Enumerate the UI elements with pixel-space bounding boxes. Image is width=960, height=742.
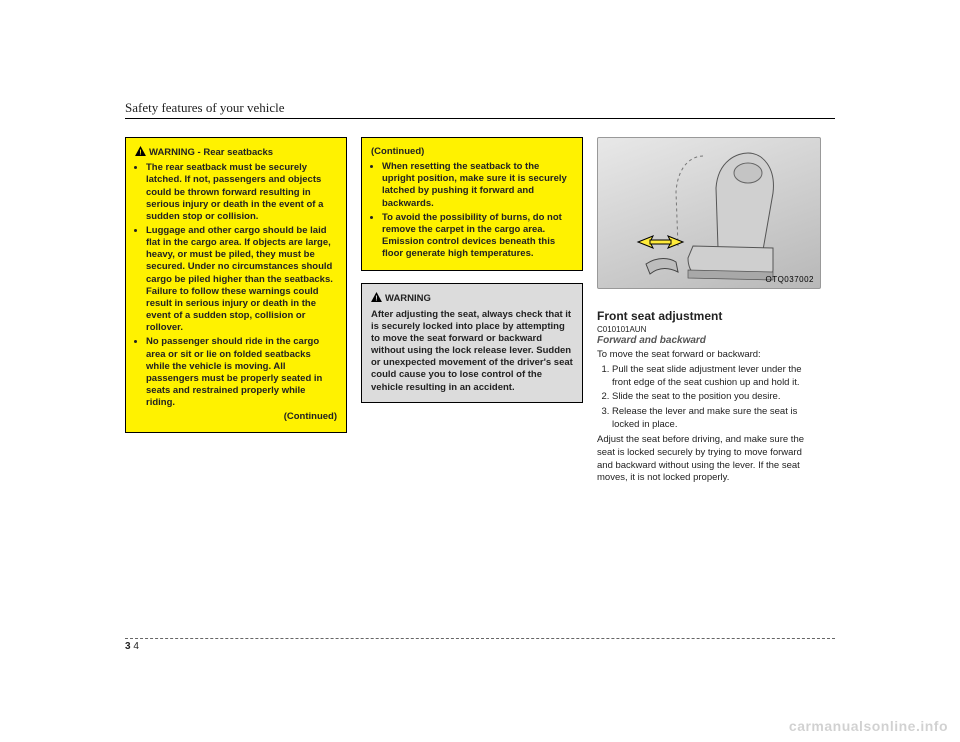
step-item: Release the lever and make sure the seat… <box>612 406 819 432</box>
continued-label: (Continued) <box>135 411 337 423</box>
subheading-2: Forward and backward <box>597 335 819 346</box>
title-rule <box>125 118 835 119</box>
column-3: OTQ037002 Front seat adjustment C010101A… <box>597 137 819 485</box>
paragraph: Adjust the seat before driving, and make… <box>597 434 819 485</box>
warning-item: When resetting the seatback to the uprig… <box>382 161 573 210</box>
page-number: 4 <box>133 641 139 652</box>
step-list: Pull the seat slide adjustment lever und… <box>597 364 819 432</box>
figure-code: OTQ037002 <box>765 275 814 284</box>
warning-list: The rear seatback must be securely latch… <box>135 162 337 409</box>
warning-label: WARNING <box>385 293 431 304</box>
warning-triangle-icon: ! <box>371 292 382 302</box>
warning-label: WARNING <box>149 147 195 158</box>
continued-heading: (Continued) <box>371 146 573 158</box>
body-text: To move the seat forward or backward: Pu… <box>597 349 819 485</box>
warning-box-seat-adjust: ! WARNING After adjusting the seat, alwa… <box>361 283 583 402</box>
warning-heading: ! WARNING <box>371 292 573 305</box>
step-item: Slide the seat to the position you desir… <box>612 391 819 404</box>
step-item: Pull the seat slide adjustment lever und… <box>612 364 819 390</box>
topic-code: C010101AUN <box>597 325 819 334</box>
column-2: (Continued) When resetting the seatback … <box>361 137 583 485</box>
page-content: Safety features of your vehicle ! WARNIN… <box>125 100 835 485</box>
section-title: Safety features of your vehicle <box>125 100 835 118</box>
seat-figure: OTQ037002 <box>597 137 821 289</box>
intro-line: To move the seat forward or backward: <box>597 349 819 362</box>
svg-text:!: ! <box>375 294 377 302</box>
warning-item: No passenger should ride in the cargo ar… <box>146 336 337 409</box>
warning-box-rear-seatbacks: ! WARNING - Rear seatbacks The rear seat… <box>125 137 347 433</box>
columns: ! WARNING - Rear seatbacks The rear seat… <box>125 137 835 485</box>
continued-box: (Continued) When resetting the seatback … <box>361 137 583 271</box>
continued-list: When resetting the seatback to the uprig… <box>371 161 573 260</box>
watermark: carmanualsonline.info <box>789 718 948 734</box>
page-footer: 3 4 <box>125 638 835 652</box>
warning-item: Luggage and other cargo should be laid f… <box>146 225 337 334</box>
warning-item: The rear seatback must be securely latch… <box>146 162 337 223</box>
warning-heading: ! WARNING - Rear seatbacks <box>135 146 337 159</box>
warning-suffix: - Rear seatbacks <box>195 147 273 158</box>
svg-text:!: ! <box>139 148 141 156</box>
front-seat-section: Front seat adjustment C010101AUN Forward… <box>597 301 819 485</box>
column-1: ! WARNING - Rear seatbacks The rear seat… <box>125 137 347 485</box>
warning-triangle-icon: ! <box>135 146 146 156</box>
subheading: Front seat adjustment <box>597 309 819 323</box>
warning-text: After adjusting the seat, always check t… <box>371 309 573 394</box>
chapter-number: 3 <box>125 641 131 652</box>
warning-item: To avoid the possibility of burns, do no… <box>382 212 573 261</box>
